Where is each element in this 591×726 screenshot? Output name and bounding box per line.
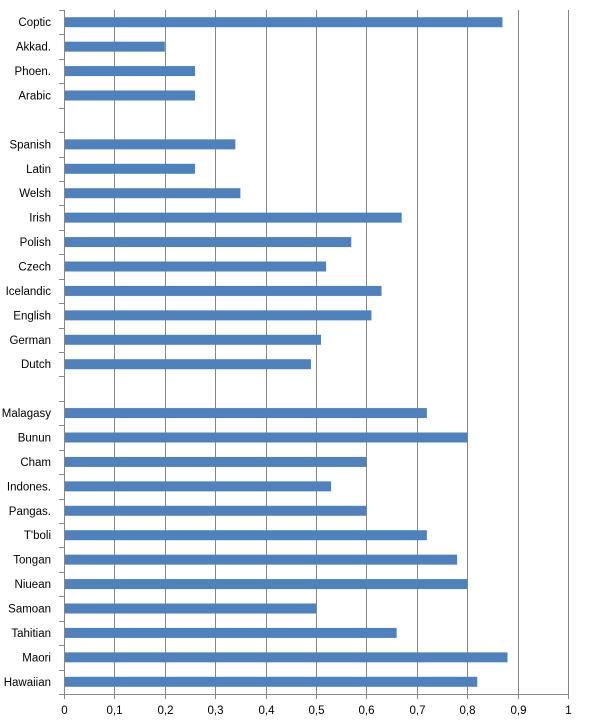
category-label: Coptic <box>18 17 51 29</box>
category-label: Icelandic <box>6 286 52 298</box>
bar <box>65 481 332 492</box>
x-tick-labels: 0 0,1 0,2 0,3 0,4 0,5 0,6 0,7 0,8 0,9 1 <box>61 705 571 717</box>
category-label: Niuean <box>15 579 51 591</box>
bar <box>65 627 397 638</box>
category-label: Tongan <box>13 555 51 567</box>
bar <box>65 212 402 223</box>
category-label: Arabic <box>18 91 51 103</box>
bar <box>65 163 196 174</box>
x-tick-label: 0,6 <box>359 705 375 717</box>
bar <box>65 90 196 101</box>
category-label: Malagasy <box>2 408 51 420</box>
bar <box>65 505 367 516</box>
bar <box>65 188 241 199</box>
category-label: Tahitian <box>11 628 51 640</box>
category-label: Latin <box>26 164 51 176</box>
x-tick-label: 0,7 <box>410 705 426 717</box>
category-label: Bunun <box>18 433 51 445</box>
bar <box>65 139 236 150</box>
category-label: Welsh <box>19 188 51 200</box>
category-label: Polish <box>20 237 51 249</box>
bars <box>65 17 508 687</box>
bar <box>65 432 468 443</box>
bar <box>65 261 327 272</box>
bar <box>65 334 322 345</box>
category-label: Cham <box>20 457 51 469</box>
bar <box>65 579 468 590</box>
bar <box>65 359 311 370</box>
category-labels: Coptic Akkad. Phoen. Arabic Spanish Latin Wels… <box>2 17 51 689</box>
category-label: Czech <box>18 262 51 274</box>
x-tick-label: 0,2 <box>158 705 174 717</box>
x-tick-label: 0,4 <box>259 705 276 717</box>
category-label: German <box>9 335 51 347</box>
category-label: Irish <box>29 213 51 225</box>
category-label: Pangas. <box>9 506 51 518</box>
bar <box>65 603 316 614</box>
bar <box>65 652 508 663</box>
category-label: Hawaiian <box>4 677 51 689</box>
bar <box>65 408 427 419</box>
bar <box>65 310 372 321</box>
bar <box>65 66 196 77</box>
gridlines <box>114 10 569 694</box>
x-tick-label: 0,5 <box>309 705 325 717</box>
category-label: Indones. <box>7 481 51 493</box>
category-label: Samoan <box>8 604 51 616</box>
category-label: Spanish <box>9 139 51 151</box>
bar <box>65 17 503 28</box>
bar <box>65 554 458 565</box>
x-tick-label: 0,1 <box>107 705 123 717</box>
category-label: English <box>13 310 51 322</box>
x-tick-label: 0 <box>61 705 67 717</box>
x-tick-label: 0,8 <box>460 705 476 717</box>
category-label: Phoen. <box>15 66 51 78</box>
x-tick-label: 0,9 <box>511 705 527 717</box>
axes <box>59 10 569 699</box>
bar <box>65 285 382 296</box>
category-label: Maori <box>22 652 51 664</box>
bar <box>65 237 352 248</box>
x-tick-label: 0,3 <box>208 705 224 717</box>
category-label: Dutch <box>21 359 51 371</box>
category-label: Akkad. <box>16 42 51 54</box>
category-label: T'boli <box>24 530 51 542</box>
bar <box>65 456 367 467</box>
bar <box>65 530 427 541</box>
bar <box>65 41 165 52</box>
x-tick-label: 1 <box>565 705 571 717</box>
bar <box>65 676 478 687</box>
